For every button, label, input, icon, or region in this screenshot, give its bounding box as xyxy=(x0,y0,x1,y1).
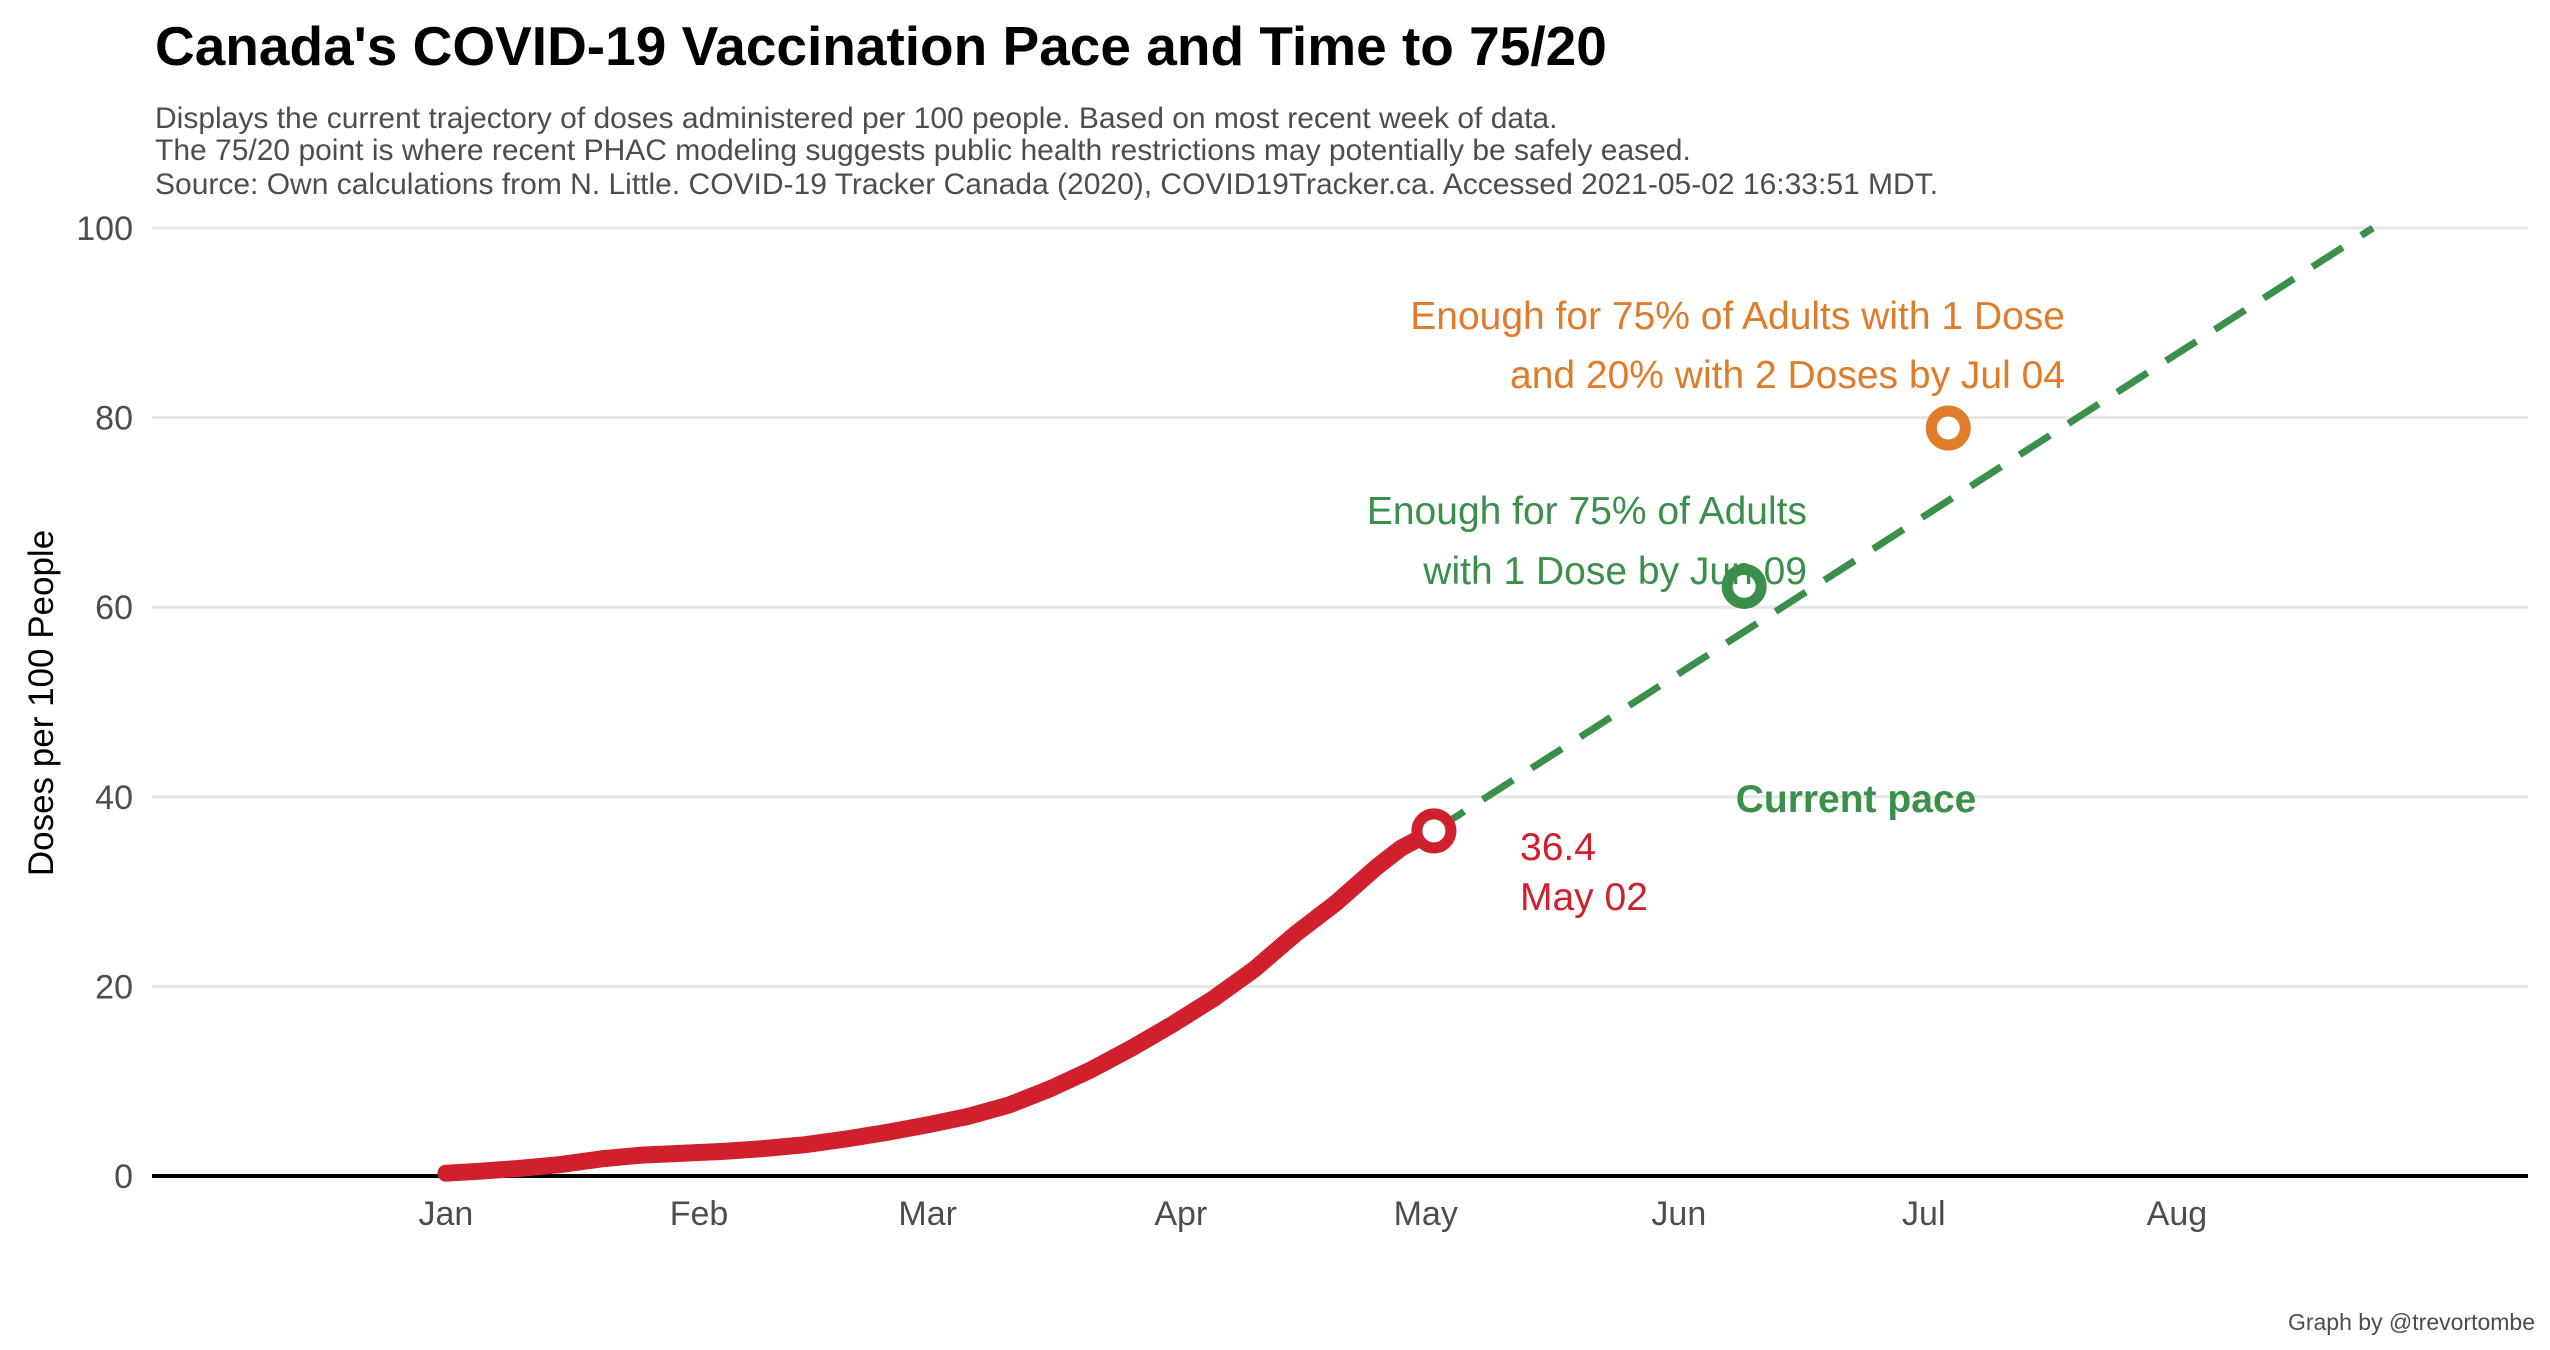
y-axis-ticks: 0 20 40 60 80 100 xyxy=(76,210,133,1196)
x-tick-label-mar: Mar xyxy=(898,1195,957,1233)
subtitle-line-3: Source: Own calculations from N. Little.… xyxy=(155,168,1939,201)
current-pace-line xyxy=(1432,225,2375,834)
subtitle-line-2: The 75/20 point is where recent PHAC mod… xyxy=(155,134,1691,167)
target-annotation-line-2: and 20% with 2 Doses by Jul 04 xyxy=(1510,354,2065,397)
75-20-target-marker xyxy=(1925,405,1971,451)
y-tick-label: 60 xyxy=(95,589,133,627)
subtitle-line-1: Displays the current trajectory of doses… xyxy=(155,102,1558,135)
grid-lines xyxy=(152,226,2528,988)
y-tick-label: 20 xyxy=(95,968,133,1006)
x-tick-label-jun: Jun xyxy=(1651,1195,1706,1233)
actual-doses-line xyxy=(437,822,1443,1182)
y-tick-label: 40 xyxy=(95,779,133,817)
one-dose-annotation-line-1: Enough for 75% of Adults xyxy=(1367,490,1807,533)
chart-title: Canada's COVID-19 Vaccination Pace and T… xyxy=(155,15,1607,77)
x-tick-label-jul: Jul xyxy=(1902,1195,1945,1233)
x-tick-label-may: May xyxy=(1394,1195,1458,1233)
graph-credit: Graph by @trevortombe xyxy=(2287,1309,2535,1335)
y-tick-label: 100 xyxy=(76,210,133,248)
current-pace-label: Current pace xyxy=(1736,778,1977,821)
x-tick-label-jan: Jan xyxy=(419,1195,474,1233)
latest-value-label: 36.4 xyxy=(1520,826,1596,869)
x-axis-ticks: Jan Feb Mar Apr May Jun Jul Aug xyxy=(419,1195,2208,1233)
y-tick-label: 0 xyxy=(114,1158,133,1196)
x-tick-label-apr: Apr xyxy=(1154,1195,1207,1233)
one-dose-target-marker xyxy=(1721,563,1767,609)
latest-point-marker xyxy=(1411,808,1457,854)
target-annotation-line-1: Enough for 75% of Adults with 1 Dose xyxy=(1410,295,2065,338)
x-tick-label-aug: Aug xyxy=(2147,1195,2208,1233)
latest-date-label: May 02 xyxy=(1520,876,1648,919)
y-tick-label: 80 xyxy=(95,400,133,438)
one-dose-annotation-line-2: with 1 Dose by Jun 09 xyxy=(1422,550,1807,593)
x-tick-label-feb: Feb xyxy=(670,1195,729,1233)
